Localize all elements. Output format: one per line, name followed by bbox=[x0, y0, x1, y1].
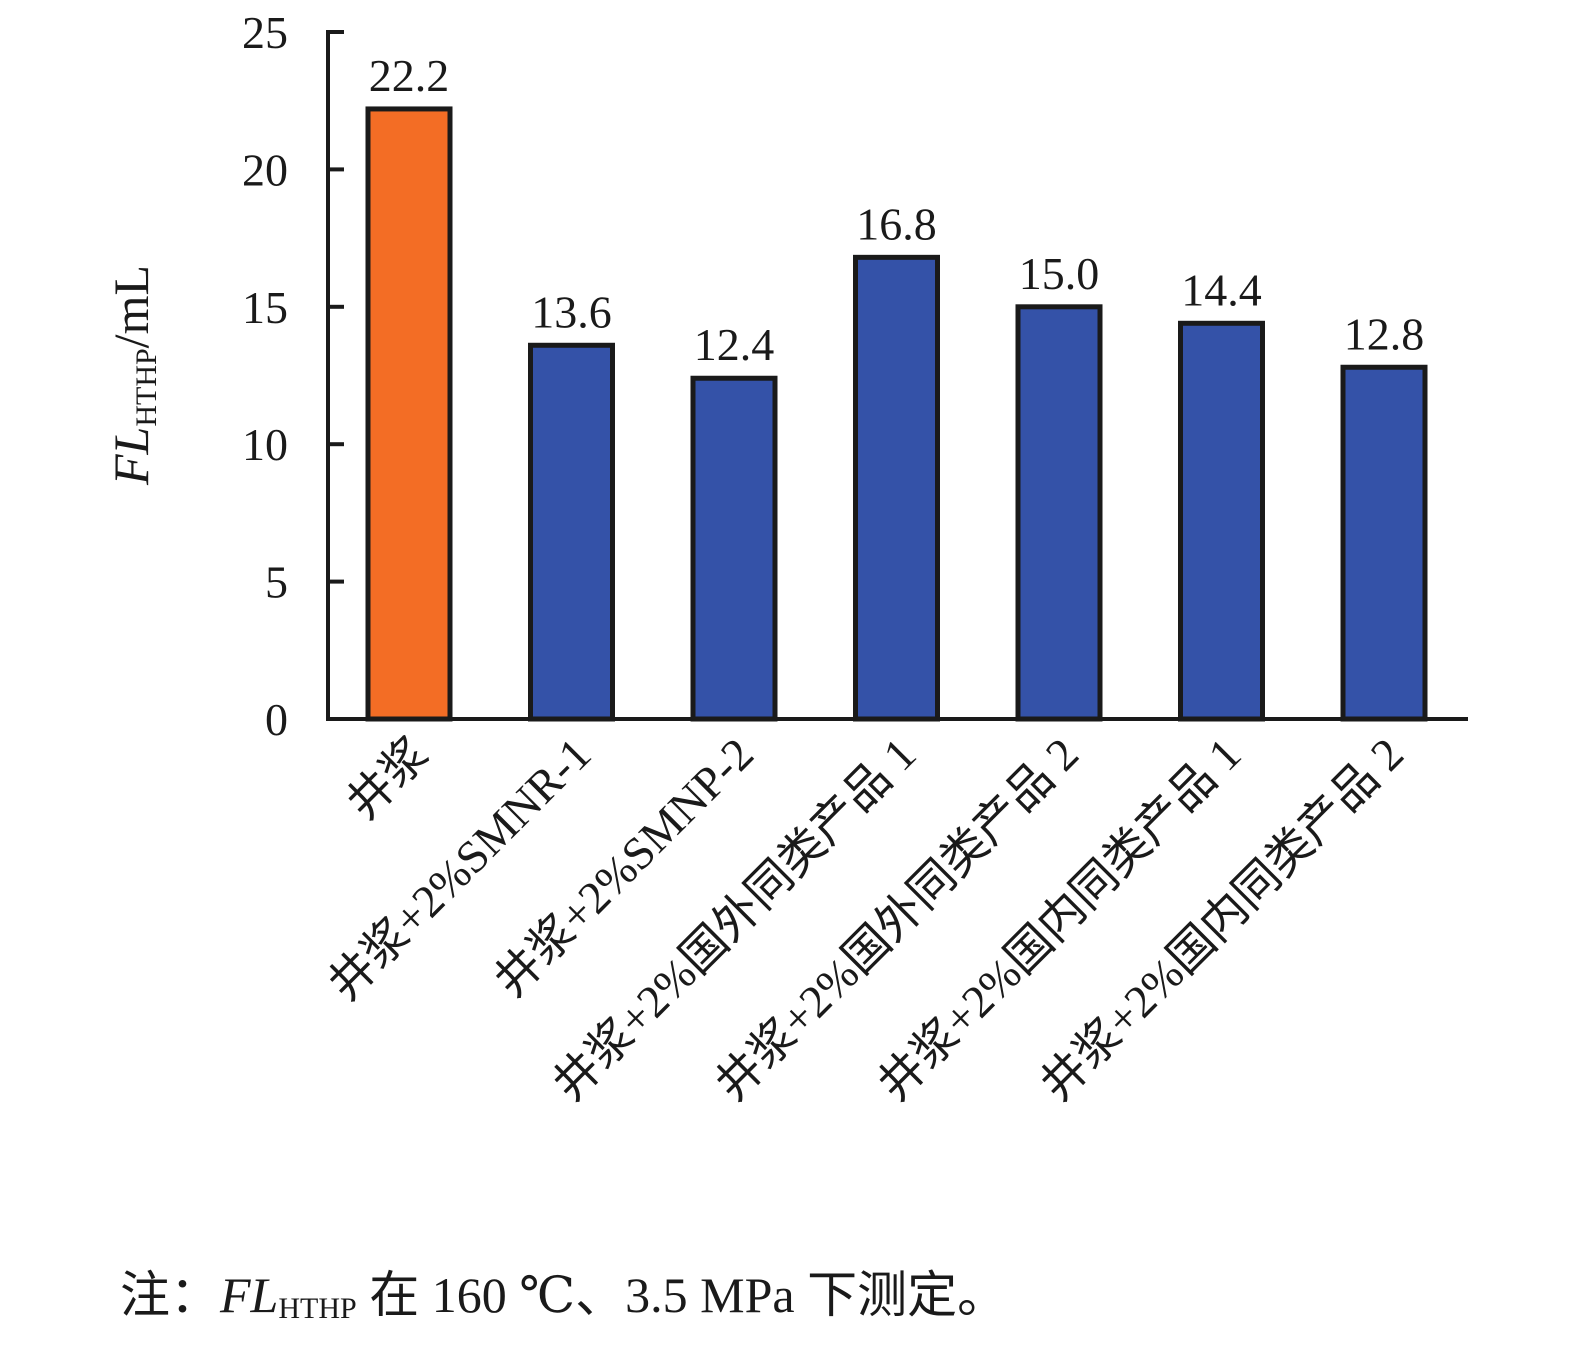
bar-2 bbox=[690, 375, 778, 722]
bar-0 bbox=[365, 106, 453, 722]
data-label-4: 15.0 bbox=[1019, 248, 1100, 299]
chart-note: 注：FLHTHP 在 160 ℃、3.5 MPa 下测定。 bbox=[120, 1255, 1007, 1327]
y-axis-label: FLHTHP/mL bbox=[103, 265, 163, 486]
y-tick-label-1: 5 bbox=[265, 557, 288, 608]
data-label-6: 12.8 bbox=[1344, 308, 1425, 359]
data-label-5: 14.4 bbox=[1181, 264, 1262, 315]
y-tick-label-2: 10 bbox=[242, 419, 288, 470]
axes-layer bbox=[326, 30, 1468, 721]
y-axis-label-unit: /mL bbox=[103, 265, 159, 348]
bar-1 bbox=[528, 342, 615, 722]
y-tick-label-5: 25 bbox=[242, 7, 288, 58]
category-label-0: 井浆 bbox=[337, 728, 438, 829]
data-label-2: 12.4 bbox=[694, 319, 775, 370]
data-label-0: 22.2 bbox=[369, 50, 450, 101]
y-tick-label-0: 0 bbox=[265, 694, 288, 745]
note-fl-subscript: HTHP bbox=[278, 1292, 357, 1325]
note-prefix: 注： bbox=[120, 1267, 220, 1323]
note-fl: FL bbox=[220, 1267, 279, 1323]
bar-5 bbox=[1178, 320, 1265, 722]
bar-3 bbox=[853, 254, 940, 722]
y-tick-label-4: 20 bbox=[242, 144, 288, 195]
bar-6 bbox=[1340, 364, 1428, 722]
bars-layer bbox=[365, 106, 1428, 722]
data-label-3: 16.8 bbox=[856, 198, 937, 249]
data-label-1: 13.6 bbox=[531, 286, 612, 337]
y-axis-label-subscript: HTHP bbox=[130, 348, 163, 426]
bar-4 bbox=[1015, 304, 1103, 722]
y-axis-label-main: FL bbox=[103, 427, 159, 486]
note-suffix: 在 160 ℃、3.5 MPa 下测定。 bbox=[356, 1267, 1008, 1323]
y-tick-label-3: 15 bbox=[242, 282, 288, 333]
